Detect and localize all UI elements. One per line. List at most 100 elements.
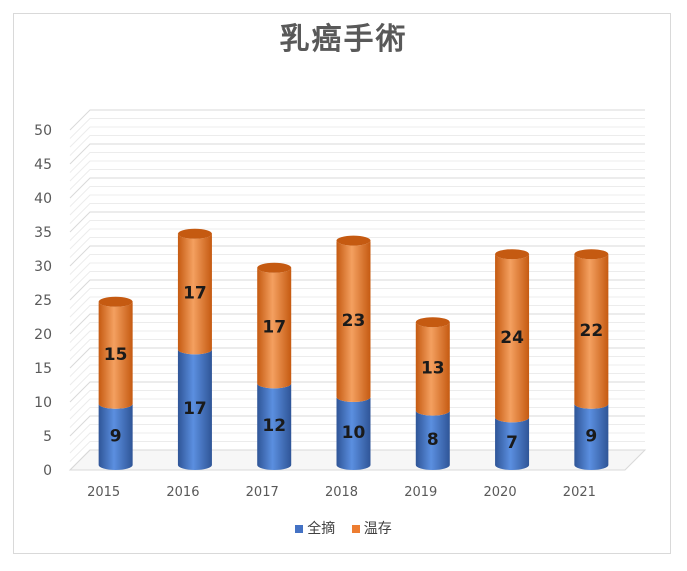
bar-top-cap — [415, 317, 450, 328]
gridline-minor — [69, 356, 645, 377]
x-tick-label: 2019 — [404, 485, 437, 500]
bar-top-cap — [177, 228, 212, 239]
gridline-minor — [69, 339, 645, 360]
x-tick-label: 2015 — [87, 485, 120, 500]
x-tick-label: 2016 — [166, 485, 199, 500]
y-tick-label: 50 — [34, 123, 52, 139]
data-label-series-2: 22 — [580, 321, 604, 341]
y-tick-label: 15 — [34, 361, 52, 377]
gridline-minor — [69, 237, 645, 258]
y-tick-label: 30 — [34, 259, 52, 275]
x-tick-label: 2018 — [325, 485, 358, 500]
gridline-major — [69, 143, 645, 165]
legend-swatch-series-2 — [351, 525, 360, 533]
x-tick-label: 2021 — [563, 485, 596, 500]
chart-legend: 全摘 温存 — [0, 518, 687, 538]
gridline-major — [69, 279, 645, 301]
data-label-series-1: 9 — [585, 426, 597, 446]
gridline-minor — [69, 194, 645, 216]
x-tick-label: 2017 — [246, 485, 279, 500]
gridline-major — [69, 347, 645, 369]
gridline-minor — [69, 203, 645, 224]
gridline-minor — [69, 322, 645, 343]
y-tick-label: 40 — [34, 191, 52, 207]
gridline-major — [69, 449, 645, 471]
data-label-series-1: 10 — [342, 423, 366, 443]
gridline-minor — [69, 262, 645, 284]
x-tick-label: 2020 — [484, 485, 517, 500]
bar-top-cap — [257, 262, 292, 273]
data-label-series-2: 23 — [342, 311, 366, 331]
gridline-minor — [69, 254, 645, 275]
bar-segment-series-1 — [98, 403, 133, 470]
bar-segment-series-2 — [336, 240, 371, 402]
bar-segment-series-2 — [98, 301, 133, 409]
gridline-minor — [69, 398, 645, 420]
legend-label-series-2: 温存 — [363, 521, 392, 537]
legend-item-series-2: 温存 — [351, 518, 392, 538]
gridline-minor — [69, 432, 645, 454]
chart-title: 乳癌手術 — [279, 22, 408, 57]
y-tick-label: 10 — [34, 395, 52, 411]
bar-top-cap — [574, 249, 609, 260]
gridline-minor — [69, 390, 645, 411]
gridline-minor — [69, 152, 645, 173]
data-label-series-2: 15 — [104, 345, 128, 365]
bar-segment-series-2 — [257, 267, 292, 389]
gridline-major — [69, 381, 645, 403]
gridline-minor — [69, 296, 645, 318]
bar-segment-series-1 — [574, 403, 609, 470]
bar-segment-series-2 — [495, 254, 530, 423]
gridline-minor — [69, 126, 645, 148]
gridline-minor — [69, 373, 645, 394]
data-label-series-1: 8 — [427, 430, 439, 450]
bar-top-cap — [98, 296, 133, 307]
gridline-minor — [69, 288, 645, 309]
gridline-minor — [69, 160, 645, 182]
y-tick-label: 25 — [34, 293, 52, 309]
gridline-minor — [69, 441, 645, 462]
bar-top-cap — [336, 235, 371, 246]
data-label-series-1: 7 — [506, 433, 518, 453]
gridline-major — [69, 109, 645, 131]
data-label-series-2: 13 — [421, 358, 445, 378]
legend-swatch-series-1 — [295, 525, 304, 533]
gridline-minor — [69, 407, 645, 428]
bar-top-cap — [495, 249, 530, 260]
data-label-series-2: 17 — [183, 284, 207, 304]
gridline-major — [69, 245, 645, 267]
data-label-series-1: 9 — [110, 426, 122, 446]
gridline-minor — [69, 424, 645, 445]
y-tick-label: 45 — [34, 157, 52, 173]
bar-segment-series-2 — [574, 254, 609, 409]
gridline-minor — [69, 364, 645, 386]
gridline-major — [69, 415, 645, 437]
bar-segment-series-2 — [177, 233, 212, 355]
gridline-major — [69, 177, 645, 199]
y-tick-label: 20 — [34, 327, 52, 343]
bar-segment-series-1 — [336, 397, 371, 470]
data-label-series-1: 17 — [183, 399, 207, 419]
y-tick-label: 0 — [43, 463, 52, 479]
gridline-minor — [69, 169, 645, 190]
legend-item-series-1: 全摘 — [295, 518, 335, 538]
gridline-major — [69, 313, 645, 335]
data-label-series-2: 24 — [500, 328, 524, 348]
bar-segment-series-1 — [415, 410, 450, 470]
gridline-minor — [69, 186, 645, 207]
gridline-minor — [69, 271, 645, 292]
gridline-minor — [69, 228, 645, 250]
gridline-minor — [69, 118, 645, 139]
data-label-series-2: 17 — [262, 318, 286, 338]
gridline-major — [69, 211, 645, 233]
gridline-minor — [69, 220, 645, 241]
gridline-minor — [69, 330, 645, 352]
gridline-minor — [69, 135, 645, 156]
bar-segment-series-2 — [415, 322, 450, 416]
bar-segment-series-1 — [177, 349, 212, 470]
gridline-minor — [69, 305, 645, 326]
y-tick-label: 35 — [34, 225, 52, 241]
bar-segment-series-1 — [495, 417, 530, 470]
legend-label-series-1: 全摘 — [307, 521, 336, 537]
